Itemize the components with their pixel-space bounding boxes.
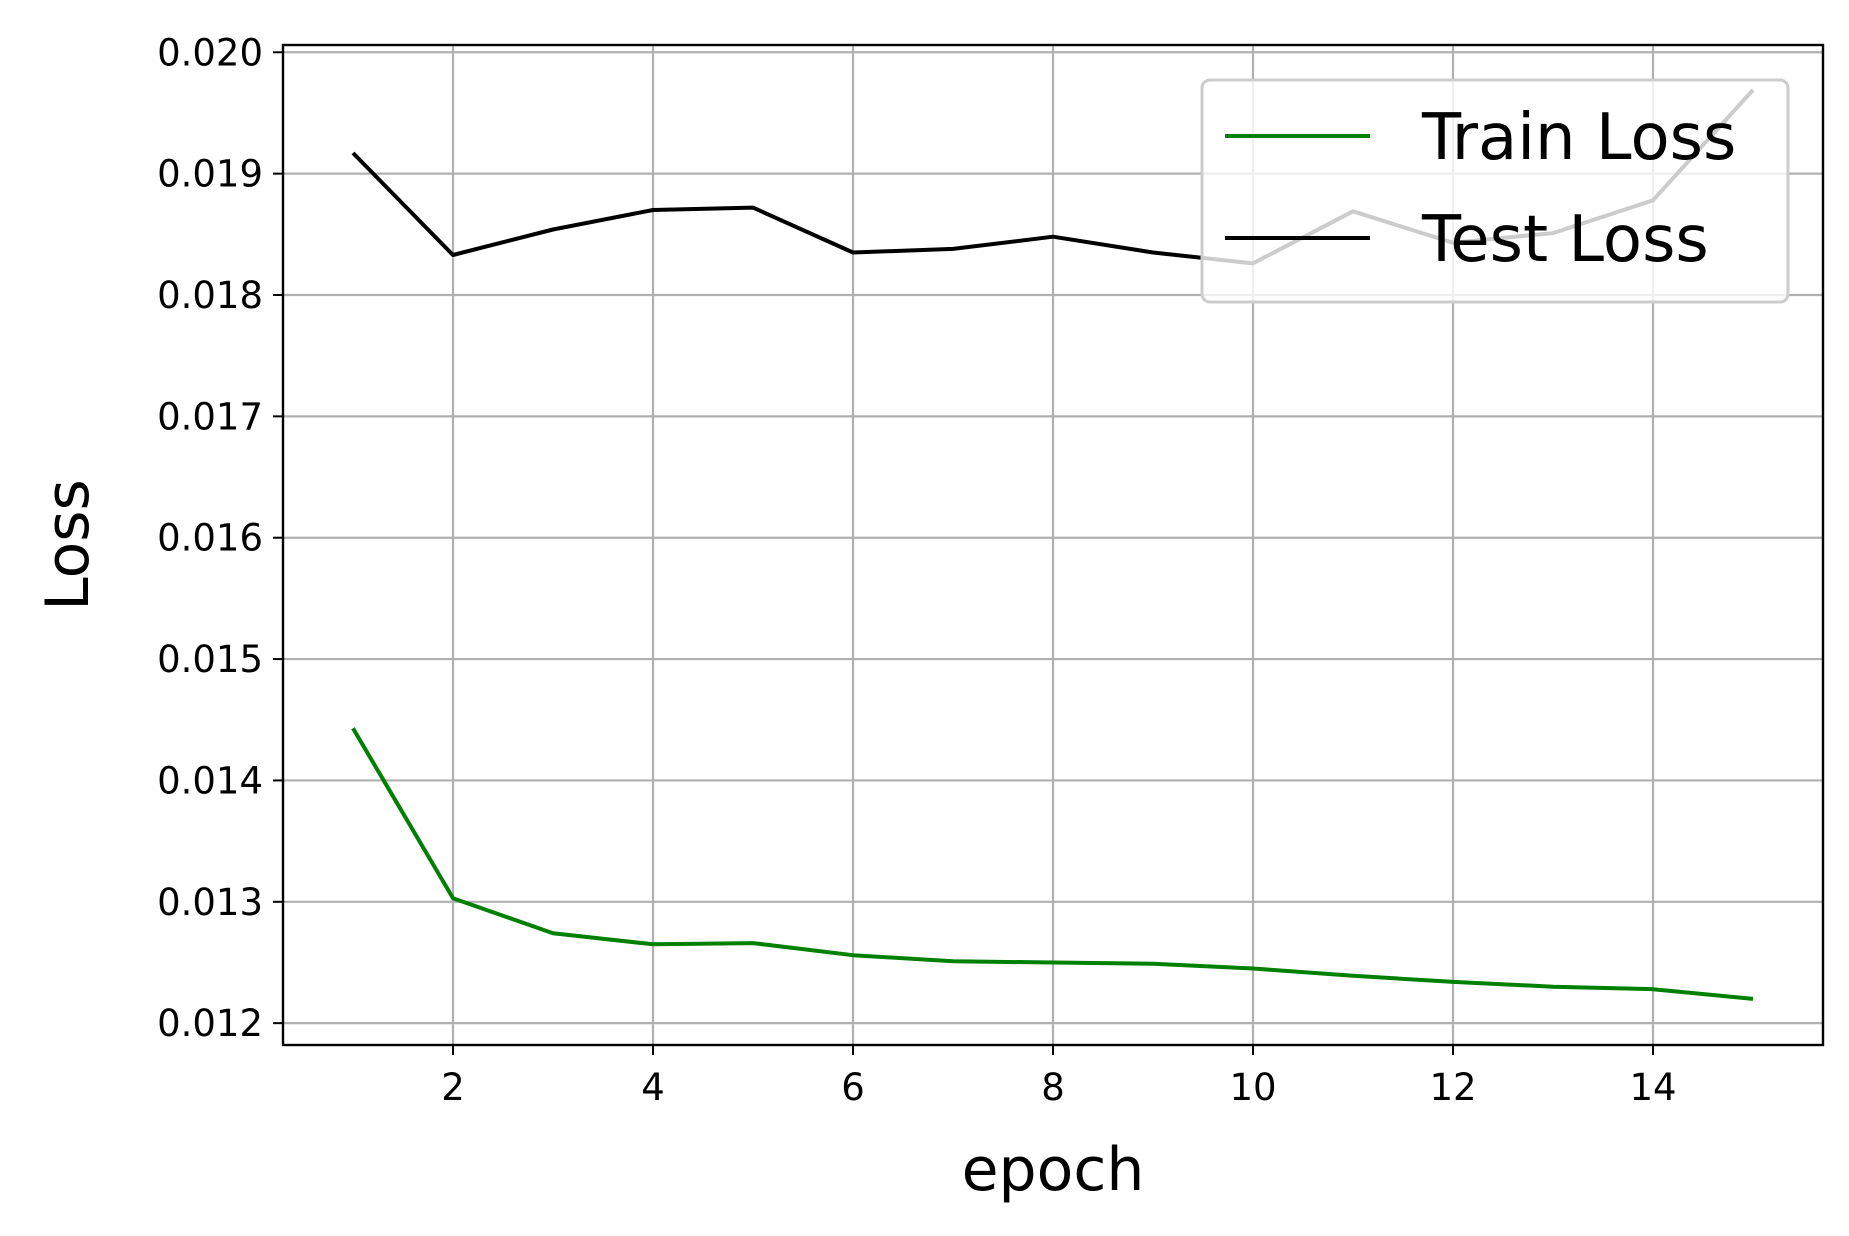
y-tick-label: 0.016	[157, 517, 263, 560]
y-tick-label: 0.014	[157, 759, 263, 802]
y-axis-label: Loss	[33, 479, 103, 611]
x-tick-label: 6	[841, 1066, 865, 1109]
y-tick-label: 0.015	[157, 638, 263, 681]
axis-ticks: 2 4 6 8 10 12 14 0.012 0.013 0.014 0.015 0.016 0.017…	[157, 31, 1676, 1109]
x-tick-label: 10	[1229, 1066, 1276, 1109]
y-tick-label: 0.013	[157, 881, 263, 924]
y-tick-label: 0.020	[157, 31, 263, 74]
y-tick-label: 0.017	[157, 395, 263, 438]
y-tick-label: 0.012	[157, 1002, 263, 1045]
grid	[283, 45, 1823, 1045]
x-tick-label: 14	[1629, 1066, 1676, 1109]
legend-label-train-loss: Train Loss	[1421, 101, 1736, 175]
y-tick-label: 0.018	[157, 274, 263, 317]
x-tick-label: 8	[1041, 1066, 1065, 1109]
legend-label-test-loss: Test Loss	[1421, 203, 1709, 277]
y-tick-label: 0.019	[157, 153, 263, 196]
legend: Train Loss Test Loss	[1200, 78, 1790, 304]
x-tick-label: 4	[641, 1066, 665, 1109]
x-axis-label: epoch	[962, 1135, 1145, 1205]
series-line-train-loss	[351, 727, 1754, 1001]
x-tick-label: 12	[1429, 1066, 1476, 1109]
x-tick-label: 2	[441, 1066, 465, 1109]
